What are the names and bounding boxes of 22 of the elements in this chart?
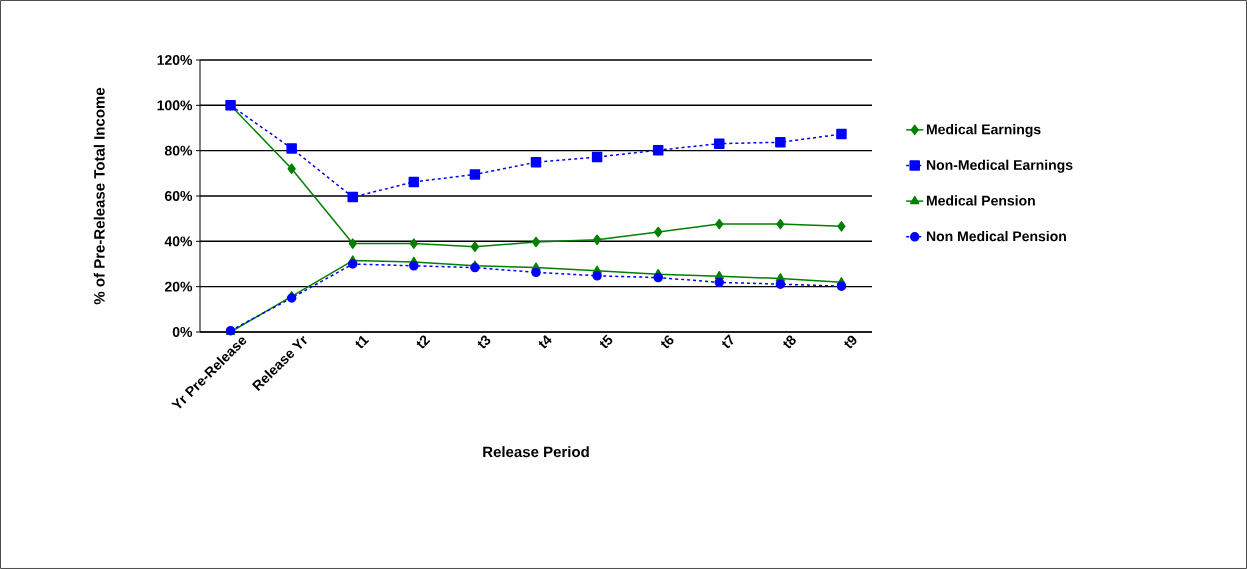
x-tick-label: t4 [538, 334, 552, 349]
x-tick-label: t8 [783, 335, 796, 349]
x-tick-label: t1 [355, 335, 370, 349]
y-tick-label: 0% [172, 327, 193, 337]
y-tick-label: 100% [157, 100, 193, 111]
legend-label: Non-Medical Earnings [926, 159, 1073, 173]
y-axis-title: % of Pre-Release Total Income [93, 87, 105, 305]
x-tick-label: t9 [844, 335, 857, 349]
x-tick-label: t2 [416, 335, 431, 349]
x-axis-title: Release Period [483, 446, 589, 458]
y-tick-label: 120% [157, 55, 193, 65]
x-tick-label: t7 [722, 334, 734, 349]
x-tick-label: t6 [661, 335, 674, 349]
legend-label: Medical Pension [926, 195, 1035, 206]
legend-label: Medical Earnings [926, 124, 1041, 138]
y-tick-label: 20% [164, 281, 193, 292]
x-tick-label: t3 [477, 335, 491, 349]
x-tick-label: t5 [599, 334, 613, 349]
y-tick-label: 60% [164, 191, 193, 201]
y-tick-label: 80% [164, 145, 193, 156]
legend-label: Non Medical Pension [926, 230, 1066, 242]
y-tick-label: 40% [164, 236, 193, 247]
